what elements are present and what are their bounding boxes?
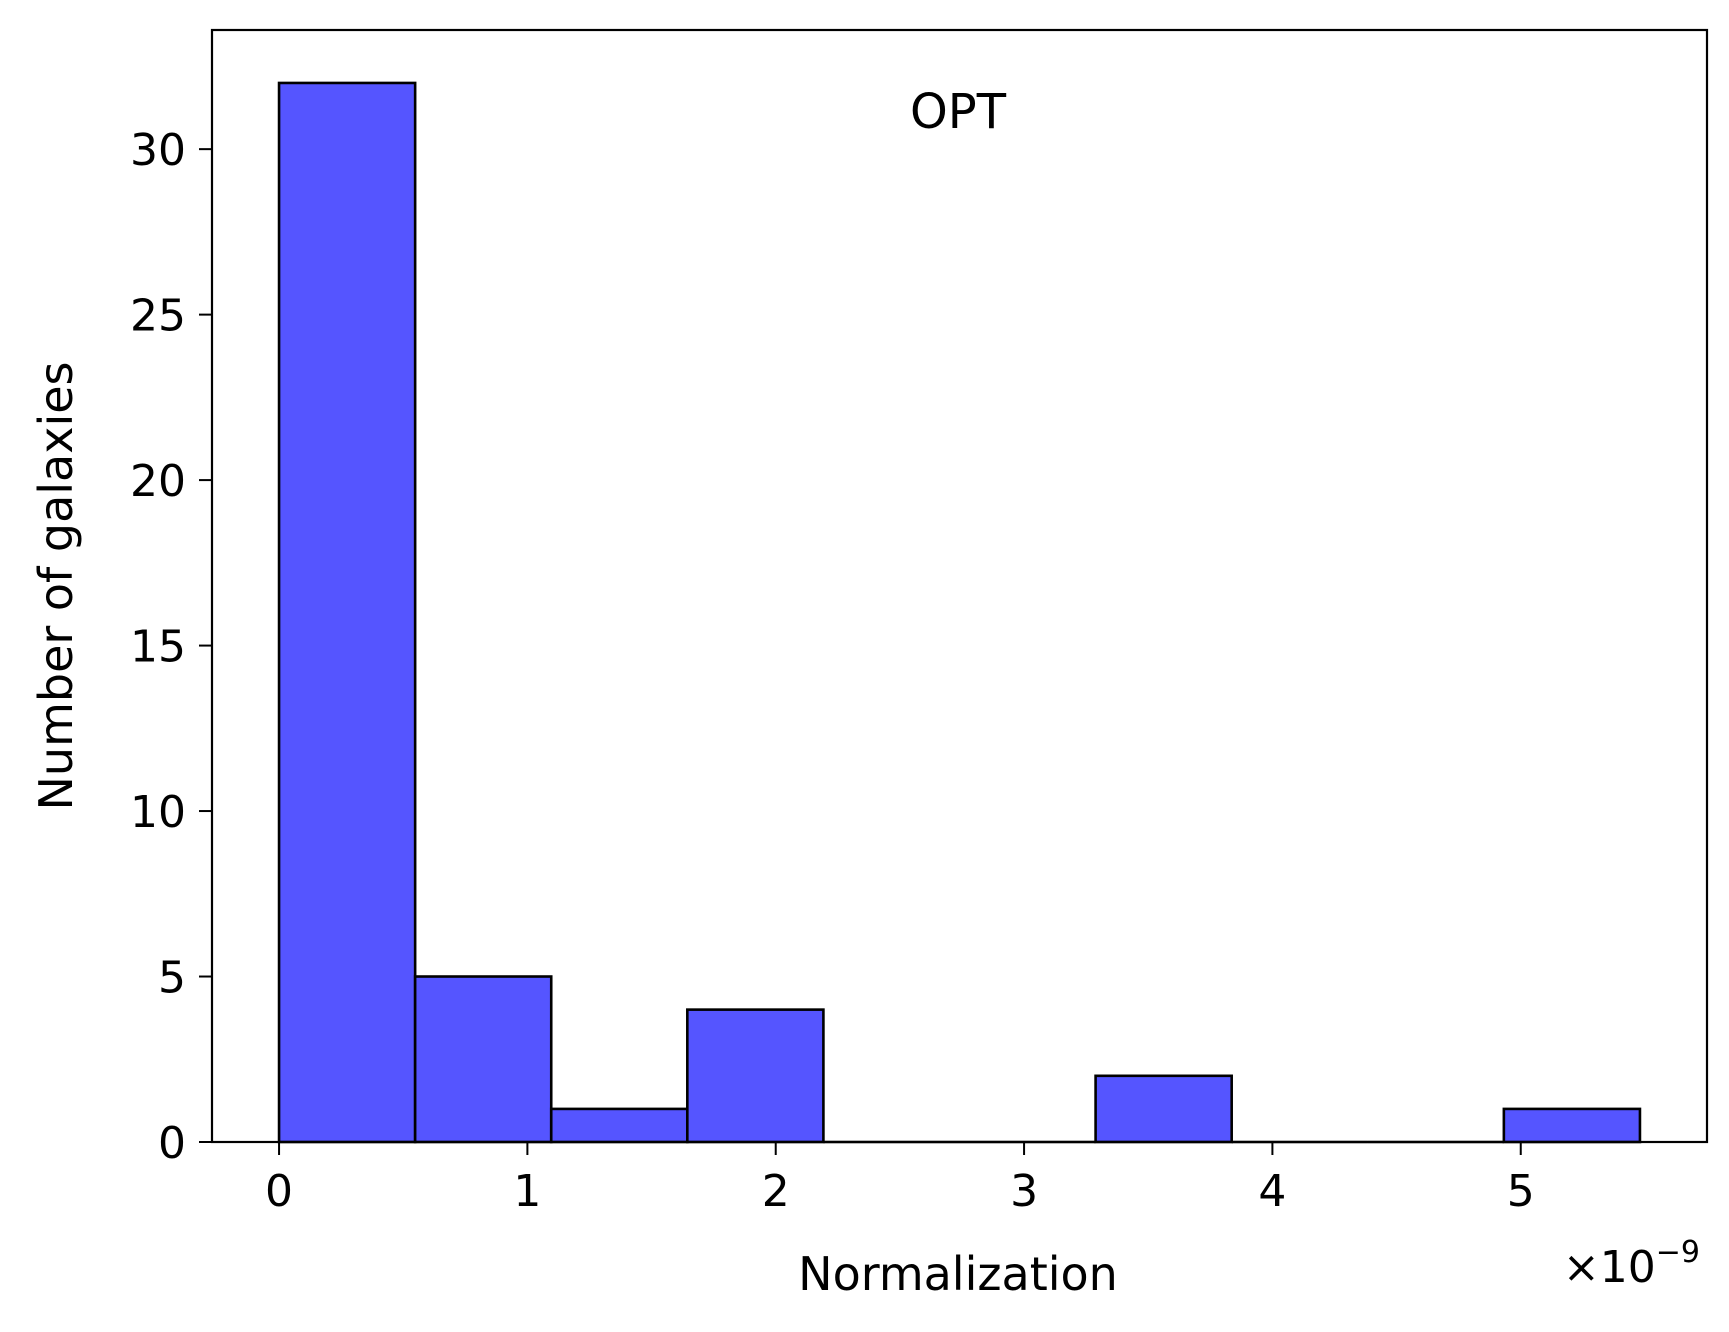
x-tick-label: 2 xyxy=(762,1166,790,1217)
x-axis-label: Normalization xyxy=(798,1247,1118,1301)
y-tick-label: 5 xyxy=(158,953,186,1004)
histogram-bar xyxy=(549,1107,689,1144)
y-tick-label: 10 xyxy=(130,787,186,838)
plot-frame xyxy=(210,28,1709,1144)
y-tick-label: 30 xyxy=(130,125,186,176)
histogram-bar xyxy=(277,81,417,1144)
y-tick-label: 20 xyxy=(130,456,186,507)
x-axis-offset-base: ×10 xyxy=(1563,1242,1656,1293)
histogram-bar xyxy=(413,975,553,1144)
x-tick-label: 0 xyxy=(265,1166,293,1217)
y-tick-label: 25 xyxy=(130,291,186,342)
y-ticks-group: 0 5 10 15 20 25 30 xyxy=(130,125,212,1169)
x-axis-offset-label: ×10−9 xyxy=(1563,1235,1700,1293)
y-tick-label: 0 xyxy=(158,1118,186,1169)
y-tick-label: 15 xyxy=(130,622,186,673)
x-tick-label: 5 xyxy=(1507,1166,1535,1217)
histogram-bar xyxy=(1094,1074,1233,1144)
panel-annotation: OPT xyxy=(910,84,1007,140)
x-ticks-group: 0 1 2 3 4 5 xyxy=(265,1142,1535,1217)
histogram-bar xyxy=(686,1008,825,1144)
x-axis-offset-exponent: −9 xyxy=(1656,1235,1700,1270)
bars-group xyxy=(277,81,1642,1144)
y-axis-label: Number of galaxies xyxy=(29,362,83,811)
x-tick-label: 4 xyxy=(1258,1166,1286,1217)
histogram-bar xyxy=(1502,1107,1642,1144)
x-tick-label: 1 xyxy=(513,1166,541,1217)
x-tick-label: 3 xyxy=(1010,1166,1038,1217)
